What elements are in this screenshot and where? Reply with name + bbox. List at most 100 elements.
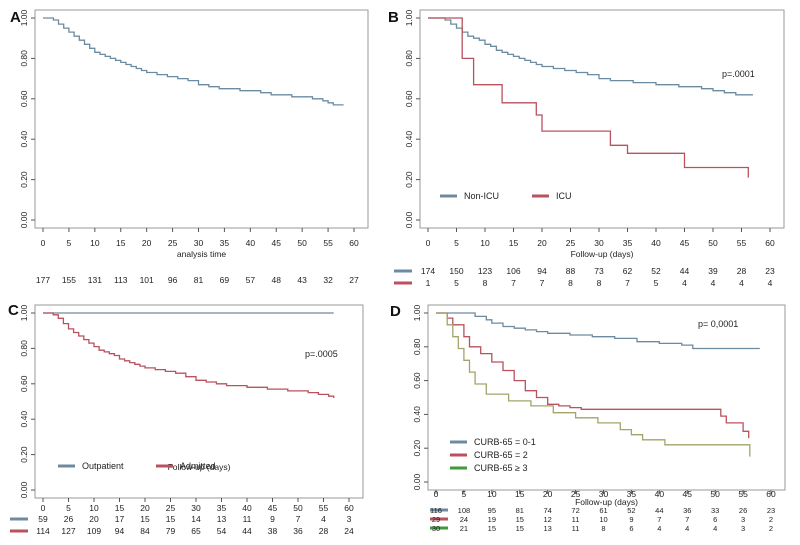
x-tick-label: 55 xyxy=(323,238,333,248)
risk-count: 15 xyxy=(488,524,496,533)
y-tick-label: 0.40 xyxy=(412,406,422,423)
x-tick-label: 45 xyxy=(683,489,693,499)
plot-frame xyxy=(34,304,364,499)
y-tick-label: 0.40 xyxy=(19,131,29,148)
x-tick-label: 20 xyxy=(543,489,553,499)
y-tick-label: 0.00 xyxy=(412,473,422,490)
y-tick-label: 0.60 xyxy=(19,90,29,107)
panel-a: A 0.00 0.20 0.40 0.60 0.80 1.00 0 5 10 15 20 25 30 35 4… xyxy=(10,9,369,285)
risk-count: 24 xyxy=(344,526,354,536)
risk-count: 23 xyxy=(765,266,775,276)
risk-count: 11 xyxy=(572,515,580,524)
survival-curve-icu xyxy=(428,17,749,178)
risk-count: 123 xyxy=(478,266,492,276)
risk-count: 8 xyxy=(601,524,605,533)
x-tick-label: 20 xyxy=(140,503,150,513)
y-tick-label: 0.00 xyxy=(19,211,29,228)
risk-count: 17 xyxy=(115,514,125,524)
risk-count: 150 xyxy=(449,266,463,276)
risk-count: 108 xyxy=(458,506,471,515)
risk-count: 54 xyxy=(217,526,227,536)
risk-count: 59 xyxy=(38,514,48,524)
legend-label: Non-ICU xyxy=(464,191,499,201)
risk-count: 13 xyxy=(217,514,227,524)
x-tick-label: 30 xyxy=(191,503,201,513)
x-tick-label: 10 xyxy=(487,489,497,499)
risk-count: 23 xyxy=(767,506,775,515)
x-tick-label: 30 xyxy=(594,238,604,248)
risk-count: 113 xyxy=(114,275,128,285)
panel-letter: C xyxy=(8,302,19,319)
risk-count: 94 xyxy=(115,526,125,536)
y-tick-label: 0.80 xyxy=(19,340,29,357)
y-tick-label: 0.60 xyxy=(404,90,414,107)
risk-count: 24 xyxy=(460,515,468,524)
risk-count: 155 xyxy=(62,275,76,285)
risk-count: 9 xyxy=(629,515,633,524)
risk-count: 109 xyxy=(87,526,101,536)
y-tick-label: 0.20 xyxy=(19,171,29,188)
risk-count: 29 xyxy=(432,515,440,524)
risk-count: 61 xyxy=(599,506,607,515)
x-tick-label: 5 xyxy=(454,238,459,248)
y-tick-label: 0.20 xyxy=(412,440,422,457)
y-tick-label: 0.20 xyxy=(19,446,29,463)
x-tick-label: 40 xyxy=(655,489,665,499)
y-tick-label: 0.80 xyxy=(19,50,29,67)
risk-count: 96 xyxy=(168,275,178,285)
x-tick-label: 60 xyxy=(349,238,359,248)
x-tick-label: 0 xyxy=(41,238,46,248)
plot-frame xyxy=(419,9,785,229)
risk-count: 3 xyxy=(347,514,352,524)
panel-d: D 0.00 0.20 0.40 0.60 0.80 1.00 0 5 10 15 20 25 30 35 4… xyxy=(390,303,786,533)
risk-count: 52 xyxy=(627,506,635,515)
risk-count: 15 xyxy=(140,514,150,524)
y-tick-label: 0.20 xyxy=(404,171,414,188)
y-tick-label: 0.60 xyxy=(19,375,29,392)
risk-count: 4 xyxy=(685,524,689,533)
x-tick-label: 5 xyxy=(462,489,467,499)
x-tick-label: 35 xyxy=(217,503,227,513)
survival-curve-curb-65-0-1 xyxy=(436,312,760,350)
x-tick-label: 15 xyxy=(515,489,525,499)
x-tick-label: 50 xyxy=(297,238,307,248)
x-axis-title: Follow-up (days) xyxy=(571,249,634,259)
risk-count: 73 xyxy=(594,266,604,276)
y-tick-label: 1.00 xyxy=(19,304,29,321)
risk-count: 9 xyxy=(270,514,275,524)
panel-letter: D xyxy=(390,303,401,320)
risk-count: 5 xyxy=(654,278,659,288)
risk-count: 7 xyxy=(625,278,630,288)
risk-count: 26 xyxy=(64,514,74,524)
x-tick-label: 20 xyxy=(142,238,152,248)
risk-count: 26 xyxy=(739,506,747,515)
survival-curve-curb-65-2 xyxy=(436,312,750,439)
x-tick-label: 0 xyxy=(434,489,439,499)
risk-count: 65 xyxy=(191,526,201,536)
risk-count: 177 xyxy=(36,275,50,285)
risk-count: 88 xyxy=(566,266,576,276)
risk-count: 3 xyxy=(741,515,745,524)
risk-count: 79 xyxy=(166,526,176,536)
x-tick-label: 15 xyxy=(509,238,519,248)
risk-count: 7 xyxy=(540,278,545,288)
risk-count: 81 xyxy=(194,275,204,285)
risk-count: 20 xyxy=(89,514,99,524)
risk-count: 116 xyxy=(430,506,442,515)
x-tick-label: 10 xyxy=(480,238,490,248)
x-axis-title: Follow-up (days) xyxy=(575,497,638,507)
x-tick-label: 55 xyxy=(737,238,747,248)
risk-count: 72 xyxy=(571,506,579,515)
x-tick-label: 25 xyxy=(566,238,576,248)
risk-count: 11 xyxy=(243,514,252,524)
x-tick-label: 15 xyxy=(116,238,126,248)
risk-count: 174 xyxy=(421,266,435,276)
survival-curve-admitted xyxy=(43,312,335,398)
risk-count: 6 xyxy=(629,524,633,533)
risk-count: 2 xyxy=(769,524,773,533)
risk-count: 5 xyxy=(454,278,459,288)
panel-c: C0.000.200.400.600.801.000 5 10 15 20 25 30 35 4… xyxy=(8,302,364,536)
legend-label: CURB-65 = 0-1 xyxy=(474,437,536,447)
risk-count: 7 xyxy=(296,514,301,524)
